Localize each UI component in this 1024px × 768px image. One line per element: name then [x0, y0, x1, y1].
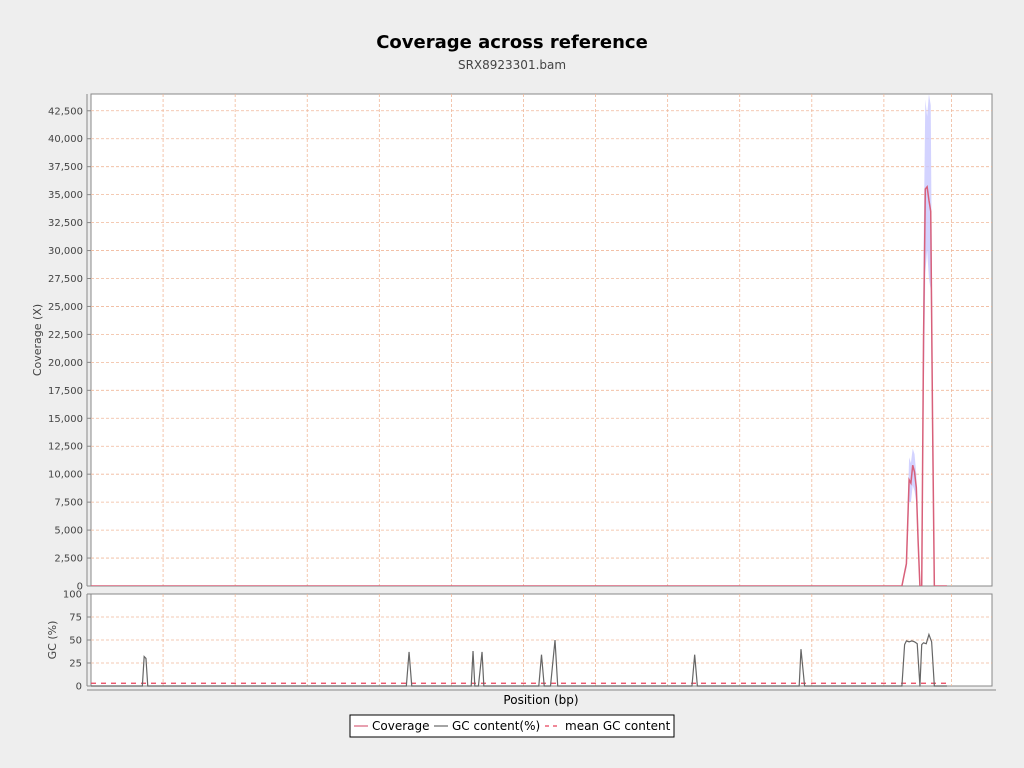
coverage-tick-label: 37,500 [48, 162, 83, 173]
legend: Coverage GC content(%) mean GC content [349, 714, 675, 738]
coverage-tick-label: 10,000 [48, 470, 83, 481]
coverage-tick-label: 5,000 [54, 526, 83, 537]
gc-tick-label: 75 [69, 613, 82, 624]
legend-label-mean-gc: mean GC content [565, 719, 671, 733]
legend-label-gc: GC content(%) [452, 719, 540, 733]
coverage-ylabel: Coverage (X) [31, 304, 44, 376]
chart-title: Coverage across reference [376, 32, 648, 53]
coverage-tick-label: 22,500 [48, 330, 83, 341]
coverage-tick-label: 30,000 [48, 246, 83, 257]
gc-y-ticks: 0 25 50 75 100 [63, 590, 91, 693]
coverage-tick-label: 20,000 [48, 358, 83, 369]
coverage-tick-label: 25,000 [48, 302, 83, 313]
coverage-panel: 0 2,500 5,000 7,500 10,000 12,500 15,000 17,500… [31, 93, 993, 593]
gc-panel: 0 25 50 75 100 GC (%) [46, 590, 996, 693]
coverage-tick-label: 40,000 [48, 134, 83, 145]
coverage-plot-area [90, 93, 993, 587]
coverage-tick-label: 32,500 [48, 218, 83, 229]
coverage-tick-label: 27,500 [48, 274, 83, 285]
coverage-series [91, 94, 947, 586]
gc-tick-label: 25 [69, 659, 82, 670]
gc-series [91, 632, 947, 687]
coverage-tick-label: 2,500 [54, 554, 83, 565]
gc-ylabel: GC (%) [46, 621, 59, 660]
coverage-tick-label: 35,000 [48, 190, 83, 201]
coverage-tick-label: 42,500 [48, 106, 83, 117]
coverage-band [906, 94, 935, 586]
legend-label-coverage: Coverage [372, 719, 430, 733]
coverage-tick-label: 17,500 [48, 386, 83, 397]
chart-subtitle: SRX8923301.bam [458, 58, 566, 72]
x-axis-label: Position (bp) [503, 693, 578, 707]
gc-line [91, 632, 947, 687]
coverage-tick-label: 7,500 [54, 498, 83, 509]
legend-box [349, 714, 675, 738]
gc-tick-label: 0 [76, 682, 82, 693]
coverage-line [91, 184, 947, 586]
gc-tick-label: 50 [69, 636, 82, 647]
coverage-tick-label: 15,000 [48, 414, 83, 425]
coverage-tick-label: 12,500 [48, 442, 83, 453]
gc-grid [91, 594, 992, 686]
coverage-y-ticks: 0 2,500 5,000 7,500 10,000 12,500 15,000 17,500… [48, 106, 91, 593]
coverage-grid [91, 94, 992, 586]
coverage-tick-label: 0 [77, 582, 83, 593]
gc-tick-label: 100 [63, 590, 82, 601]
